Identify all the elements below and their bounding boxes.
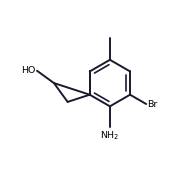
Text: NH$_2$: NH$_2$: [100, 129, 120, 142]
Text: Br: Br: [147, 99, 157, 108]
Text: HO: HO: [21, 66, 36, 75]
